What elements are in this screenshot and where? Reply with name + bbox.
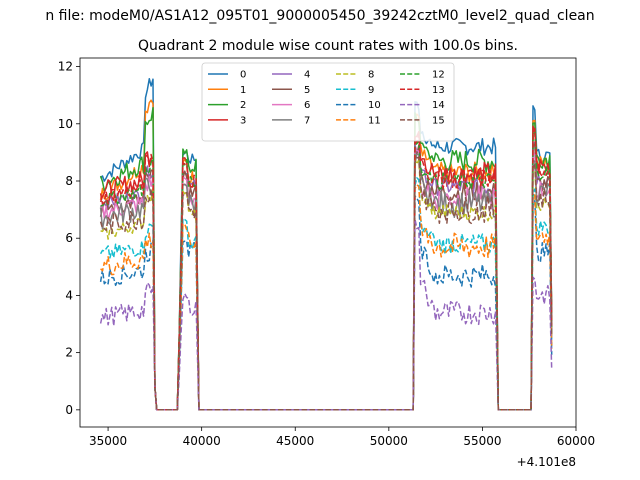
y-tick-label: 12 <box>58 60 73 74</box>
figure-suptitle: n file: modeM0/AS1A12_095T01_9000005450_… <box>45 8 594 24</box>
legend-label-7: 7 <box>304 115 310 126</box>
series-line-8 <box>100 158 553 411</box>
y-tick-label: 6 <box>65 231 73 245</box>
legend-label-10: 10 <box>368 100 381 111</box>
legend-label-3: 3 <box>240 115 246 126</box>
legend-label-8: 8 <box>368 70 374 81</box>
legend-label-13: 13 <box>432 85 445 96</box>
legend-label-12: 12 <box>432 70 445 81</box>
legend-label-15: 15 <box>432 115 445 126</box>
series-line-15 <box>99 156 553 411</box>
x-tick-label: 55000 <box>463 434 501 448</box>
x-tick-label: 45000 <box>276 434 314 448</box>
x-tick-label: 40000 <box>183 434 221 448</box>
legend-label-9: 9 <box>368 85 374 96</box>
plot-area-frame <box>79 57 577 428</box>
x-axis-offset-label: +4.101e8 <box>517 455 576 469</box>
series-line-0 <box>100 77 553 411</box>
series-line-12 <box>100 132 553 411</box>
x-tick-label: 35000 <box>89 434 127 448</box>
legend-frame <box>201 62 455 142</box>
legend-label-4: 4 <box>304 70 310 81</box>
series-line-10 <box>99 195 553 411</box>
legend-label-1: 1 <box>240 85 246 96</box>
legend-label-6: 6 <box>304 100 310 111</box>
y-tick-label: 0 <box>65 403 73 417</box>
legend-label-14: 14 <box>432 100 445 111</box>
y-tick-label: 10 <box>58 117 73 131</box>
y-tick-label: 8 <box>65 174 73 188</box>
x-tick-label: 50000 <box>370 434 408 448</box>
y-tick-label: 2 <box>65 346 73 360</box>
legend-label-11: 11 <box>368 115 381 126</box>
y-tick-label: 4 <box>65 288 73 302</box>
series-layer <box>99 77 553 411</box>
series-line-11 <box>100 184 553 411</box>
chart-title: Quadrant 2 module wise count rates with … <box>138 38 518 54</box>
legend-label-5: 5 <box>304 85 310 96</box>
legend-label-0: 0 <box>240 70 246 81</box>
y-axis: 0 2 4 6 8 10 12 <box>58 60 80 417</box>
x-axis: 35000 40000 45000 50000 55000 60000 <box>89 427 595 448</box>
legend-label-2: 2 <box>240 100 246 111</box>
series-line-14 <box>99 218 553 411</box>
series-line-13 <box>99 127 553 411</box>
x-tick-label: 60000 <box>557 434 595 448</box>
